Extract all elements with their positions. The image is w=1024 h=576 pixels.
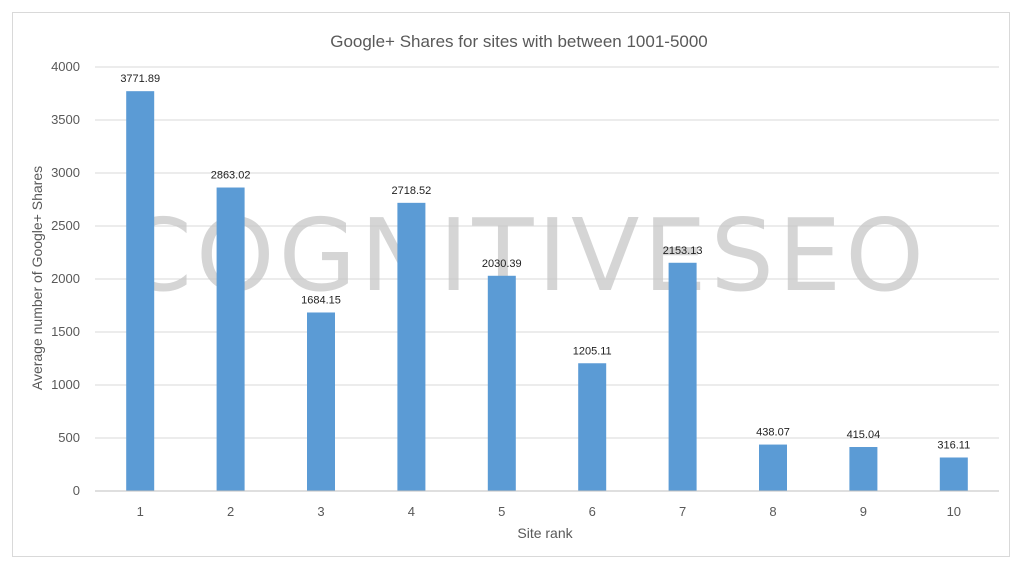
x-axis-title: Site rank (517, 525, 573, 541)
data-label: 316.11 (937, 439, 970, 451)
y-tick-label: 2000 (51, 271, 80, 286)
x-tick-label: 3 (317, 504, 324, 519)
x-tick-labels: 1 2 3 4 5 6 7 8 9 10 (137, 504, 961, 519)
bars (126, 91, 968, 491)
y-tick-label: 1500 (51, 324, 80, 339)
y-axis-title: Average number of Google+ Shares (29, 166, 45, 390)
watermark-text: COGNITIVESEO (122, 197, 928, 314)
bar (849, 447, 878, 491)
data-label: 2863.02 (211, 170, 251, 182)
data-label: 438.07 (756, 427, 790, 439)
bar (397, 202, 426, 491)
x-tick-label: 8 (769, 504, 776, 519)
x-tick-label: 10 (947, 504, 961, 519)
bar (578, 363, 607, 491)
bar (668, 262, 697, 491)
bar (487, 275, 516, 491)
x-tick-label: 6 (589, 504, 596, 519)
bar (939, 457, 968, 491)
data-labels: 3771.89 2863.02 1684.15 2718.52 2030.39 1205.… (120, 73, 970, 451)
y-tick-label: 0 (73, 483, 80, 498)
data-label: 1205.11 (573, 345, 612, 357)
chart-title: Google+ Shares for sites with between 10… (330, 32, 708, 51)
bar (216, 187, 245, 491)
y-tick-label: 3000 (51, 165, 80, 180)
data-label: 2153.13 (663, 245, 703, 257)
data-label: 2718.52 (392, 185, 432, 197)
data-label: 3771.89 (120, 73, 160, 85)
bar (759, 444, 787, 491)
gridlines (95, 66, 999, 439)
data-label: 2030.39 (482, 258, 522, 270)
y-tick-labels: 0 500 1000 1500 2000 2500 3000 3500 4000 (51, 59, 80, 498)
x-tick-label: 9 (860, 504, 867, 519)
y-tick-label: 4000 (51, 59, 80, 74)
x-tick-label: 5 (498, 504, 505, 519)
x-tick-label: 1 (137, 504, 144, 519)
bar (307, 312, 335, 491)
x-tick-label: 4 (408, 504, 415, 519)
y-tick-label: 500 (58, 430, 80, 445)
bar (126, 91, 155, 491)
x-tick-label: 2 (227, 504, 234, 519)
y-tick-label: 3500 (51, 112, 80, 127)
y-tick-label: 1000 (51, 377, 80, 392)
y-tick-label: 2500 (51, 218, 80, 233)
data-label: 1684.15 (301, 294, 341, 306)
x-tick-label: 7 (679, 504, 686, 519)
data-label: 415.04 (847, 429, 881, 441)
